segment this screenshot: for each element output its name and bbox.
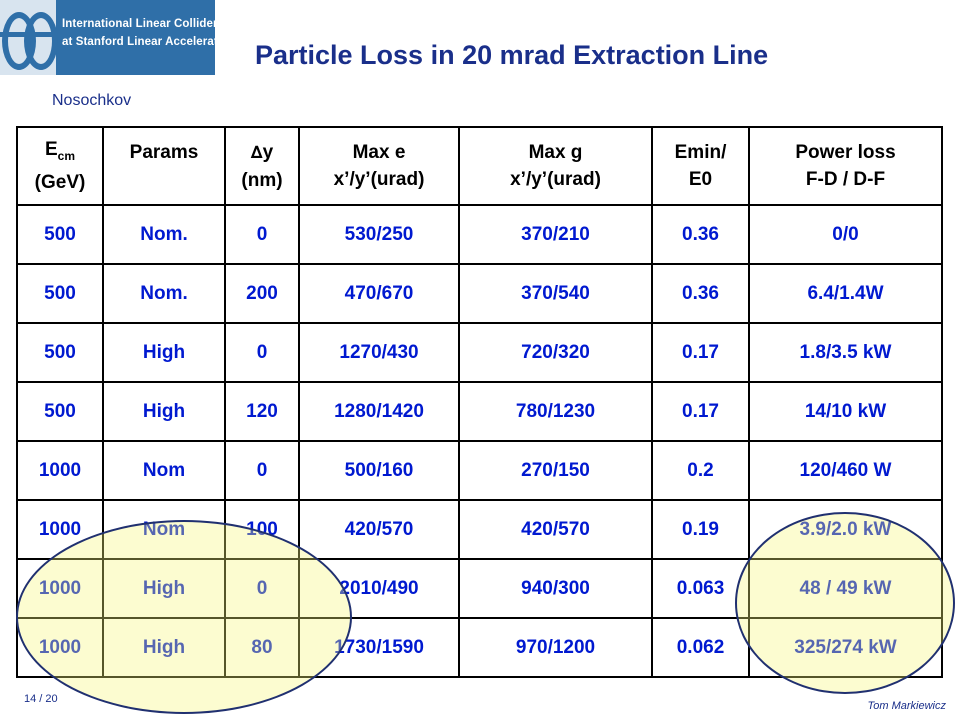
cell-max-g: 370/210 xyxy=(458,204,653,265)
cell-max-e: 1270/430 xyxy=(298,322,460,383)
cell-ecm: 500 xyxy=(16,322,104,383)
header-emin: Emin/ E0 xyxy=(651,126,750,206)
cell-ecm: 500 xyxy=(16,381,104,442)
cell-power-loss: 1.8/3.5 kW xyxy=(748,322,943,383)
cell-ecm: 1000 xyxy=(16,499,104,560)
cell-max-e: 1280/1420 xyxy=(298,381,460,442)
cell-params: Nom. xyxy=(102,263,226,324)
cell-max-e: 470/670 xyxy=(298,263,460,324)
cell-ecm: 500 xyxy=(16,263,104,324)
cell-emin: 0.36 xyxy=(651,204,750,265)
header-params: Params xyxy=(102,126,226,206)
ilc-logo-mark xyxy=(0,0,58,75)
cell-max-g: 270/150 xyxy=(458,440,653,501)
cell-emin: 0.2 xyxy=(651,440,750,501)
cell-power-loss: 0/0 xyxy=(748,204,943,265)
page-number: 14 / 20 xyxy=(24,693,58,705)
cell-max-e: 500/160 xyxy=(298,440,460,501)
cell-delta-y: 0 xyxy=(224,322,300,383)
cell-emin: 0.063 xyxy=(651,558,750,619)
cell-max-e: 420/570 xyxy=(298,499,460,560)
logo-line-2: at Stanford Linear Accelerator Center xyxy=(62,36,215,48)
slide-title: Particle Loss in 20 mrad Extraction Line xyxy=(255,40,769,70)
table-row: 500 Nom. 200 470/670 370/540 0.36 6.4/1.4W xyxy=(16,263,943,324)
table-row: 1000 Nom 0 500/160 270/150 0.2 120/460 W xyxy=(16,440,943,501)
footer-author: Tom Markiewicz xyxy=(867,700,946,712)
table-row: 500 High 0 1270/430 720/320 0.17 1.8/3.5 kW xyxy=(16,322,943,383)
header-ecm: Ecm (GeV) xyxy=(16,126,104,206)
cell-emin: 0.17 xyxy=(651,381,750,442)
cell-params: Nom xyxy=(102,440,226,501)
cell-emin: 0.19 xyxy=(651,499,750,560)
cell-params: High xyxy=(102,322,226,383)
cell-params: Nom. xyxy=(102,204,226,265)
highlight-ellipse-left xyxy=(16,520,352,714)
logo-line-1: International Linear Collider xyxy=(62,18,215,30)
slide-author: Nosochkov xyxy=(52,92,132,109)
table-row: 500 Nom. 0 530/250 370/210 0.36 0/0 xyxy=(16,204,943,265)
cell-max-g: 940/300 xyxy=(458,558,653,619)
particle-loss-table: Ecm (GeV) Params ∆y (nm) Max e x’/y’(ura… xyxy=(16,126,943,678)
header-max-e: Max e x’/y’(urad) xyxy=(298,126,460,206)
cell-emin: 0.17 xyxy=(651,322,750,383)
cell-delta-y: 0 xyxy=(224,204,300,265)
cell-ecm: 500 xyxy=(16,204,104,265)
table-row: 500 High 120 1280/1420 780/1230 0.17 14/10 kW xyxy=(16,381,943,442)
cell-power-loss: 14/10 kW xyxy=(748,381,943,442)
header-power-loss: Power loss F-D / D-F xyxy=(748,126,943,206)
cell-max-g: 720/320 xyxy=(458,322,653,383)
ilc-logo: International Linear Collider at Stanfor… xyxy=(0,0,215,75)
cell-max-g: 780/1230 xyxy=(458,381,653,442)
cell-params: High xyxy=(102,381,226,442)
cell-max-g: 970/1200 xyxy=(458,617,653,678)
cell-delta-y: 0 xyxy=(224,440,300,501)
cell-max-g: 420/570 xyxy=(458,499,653,560)
header-delta-y: ∆y (nm) xyxy=(224,126,300,206)
cell-power-loss: 120/460 W xyxy=(748,440,943,501)
cell-delta-y: 120 xyxy=(224,381,300,442)
highlight-ellipse-right xyxy=(735,512,955,694)
cell-emin: 0.36 xyxy=(651,263,750,324)
cell-power-loss: 6.4/1.4W xyxy=(748,263,943,324)
table-header-row: Ecm (GeV) Params ∆y (nm) Max e x’/y’(ura… xyxy=(16,126,943,206)
cell-max-g: 370/540 xyxy=(458,263,653,324)
header-max-g: Max g x’/y’(urad) xyxy=(458,126,653,206)
cell-max-e: 530/250 xyxy=(298,204,460,265)
cell-delta-y: 200 xyxy=(224,263,300,324)
cell-emin: 0.062 xyxy=(651,617,750,678)
cell-ecm: 1000 xyxy=(16,440,104,501)
